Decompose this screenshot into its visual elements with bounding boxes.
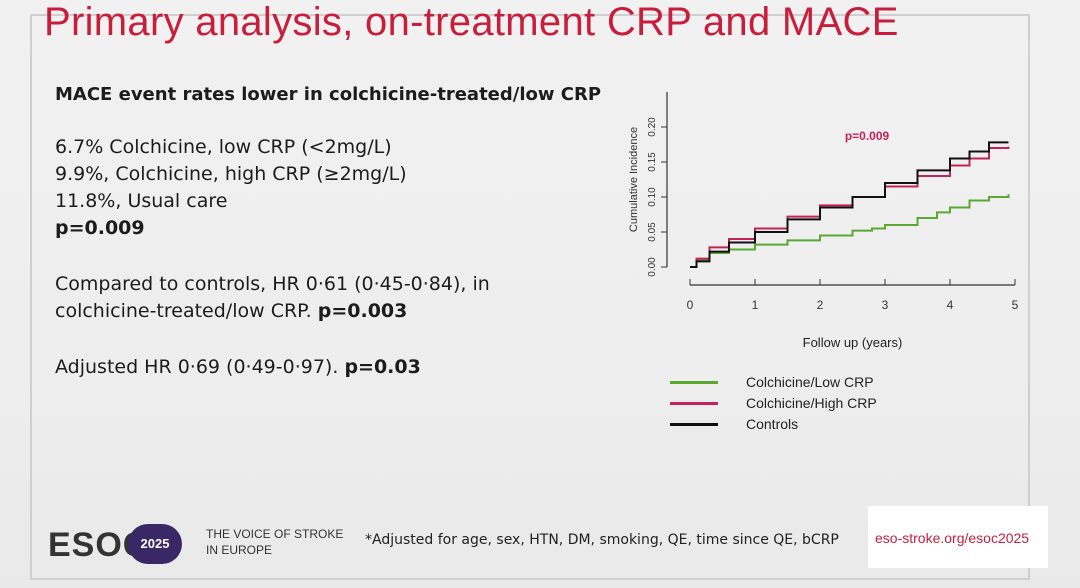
series-low-crp-line (690, 194, 1010, 268)
y-tick-label-0: 0.00 (647, 257, 658, 277)
y-tick-label-1: 0.05 (647, 222, 658, 242)
legend-label-controls: Controls (746, 416, 799, 432)
kaplan-meier-chart: 0.00 0.05 0.10 0.15 0.20 0 1 2 3 4 5 Cumulative Inc… (628, 92, 1019, 350)
tagline-line-1: THE VOICE OF STROKE (206, 527, 344, 541)
rate-usual-care: 11.8%, Usual care (55, 190, 228, 212)
slide-title: Primary analysis, on-treatment CRP and M… (44, 0, 899, 44)
p-value: p=0.009 (55, 217, 145, 239)
comparison-line-2: colchicine-treated/low CRP. p=0.003 (55, 300, 407, 322)
y-tick-label-4: 0.20 (647, 117, 658, 137)
x-tick-label-4: 4 (947, 298, 954, 312)
legend-label-high-crp: Colchicine/High CRP (746, 395, 877, 411)
legend-swatch-controls (670, 423, 718, 426)
adjusted-text: Adjusted HR 0·69 (0·49-0·97). (55, 356, 339, 378)
esoc-year-badge: 2025 (128, 524, 192, 564)
y-tick-label-2: 0.10 (647, 187, 658, 207)
conference-url[interactable]: eso-stroke.org/esoc2025 (875, 530, 1030, 546)
legend-swatch-high-crp (670, 402, 718, 405)
comparison-p-value: p=0.003 (317, 300, 408, 322)
adjusted-p-value: p=0.03 (344, 356, 421, 378)
tagline-line-2: IN EUROPE (206, 543, 273, 557)
y-tick-label-3: 0.15 (647, 152, 658, 172)
tagline: THE VOICE OF STROKE IN EUROPE (206, 526, 343, 558)
adjustment-footnote: *Adjusted for age, sex, HTN, DM, smoking… (365, 532, 839, 548)
rate-low-crp: 6.7% Colchicine, low CRP (<2mg/L) (55, 136, 392, 158)
x-tick-label-1: 1 (752, 298, 759, 312)
comparison-line-1: Compared to controls, HR 0·61 (0·45-0·84… (55, 273, 490, 295)
slide-footer: ESOC 2025 THE VOICE OF STROKE IN EUROPE … (30, 506, 1048, 578)
adjusted-line: Adjusted HR 0·69 (0·49-0·97). p=0.03 (55, 356, 421, 378)
legend-label-low-crp: Colchicine/Low CRP (746, 374, 874, 390)
slide-frame (30, 14, 1030, 580)
x-tick-label-3: 3 (882, 298, 889, 312)
subheading: MACE event rates lower in colchicine-tre… (55, 84, 602, 105)
x-tick-label-5: 5 (1012, 298, 1019, 312)
series-controls-line (690, 141, 1009, 268)
y-axis-label: Cumulative Incidence (628, 127, 640, 232)
rate-high-crp: 9.9%, Colchicine, high CRP (≥2mg/L) (55, 163, 407, 185)
x-tick-label-0: 0 (687, 298, 694, 312)
x-axis-label: Follow up (years) (803, 335, 903, 350)
comparison-line-2-text: colchicine-treated/low CRP. (55, 300, 312, 322)
legend-swatch-low-crp (670, 381, 718, 384)
url-panel (868, 506, 1048, 568)
x-tick-label-2: 2 (817, 298, 824, 312)
chart-p-value-annotation: p=0.009 (845, 129, 890, 143)
